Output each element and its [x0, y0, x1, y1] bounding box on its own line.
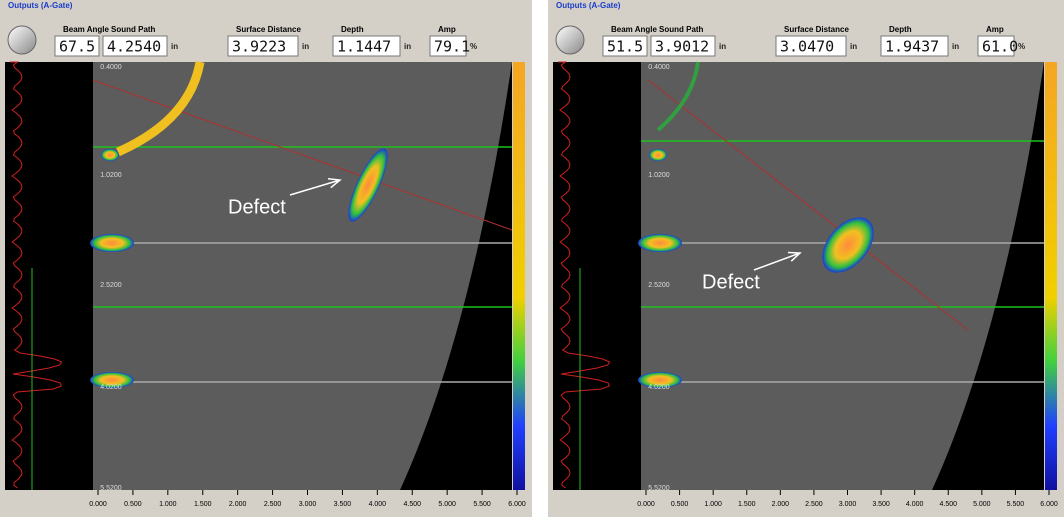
field-value: 61.0	[982, 38, 1018, 56]
x-tick-label: 4.500	[939, 501, 957, 508]
x-tick-label: 0.500	[124, 501, 142, 508]
y-tick-label: 2.5200	[648, 282, 670, 289]
x-tick-label: 0.000	[89, 501, 107, 508]
x-tick-label: 1.500	[194, 501, 212, 508]
x-tick-label: 3.000	[839, 501, 857, 508]
field-unit: in	[952, 42, 959, 51]
field-label: Surface Distance	[784, 25, 849, 34]
x-tick-label: 0.000	[637, 501, 655, 508]
field-value: 3.9223	[232, 38, 286, 56]
x-tick-label: 1.000	[159, 501, 177, 508]
y-tick-label: 2.5200	[100, 282, 122, 289]
panel-header: Outputs (A-Gate)	[556, 1, 621, 10]
color-bar	[1045, 62, 1057, 490]
field-value: 67.5	[59, 38, 95, 56]
panel-header: Outputs (A-Gate)	[8, 1, 73, 10]
ascan-strip	[553, 62, 641, 490]
field-unit: in	[302, 42, 309, 51]
ascan-strip	[5, 62, 93, 490]
field-value: 51.5	[607, 38, 643, 56]
field-label: Beam Angle	[63, 25, 109, 34]
field-value: 3.0470	[780, 38, 834, 56]
field-label: Depth	[341, 25, 364, 34]
field-label: Amp	[438, 25, 456, 34]
y-tick-label: 4.0200	[648, 384, 670, 391]
annotation: Defect	[228, 196, 286, 218]
x-tick-label: 5.500	[473, 501, 491, 508]
field-value: 79.1	[434, 38, 470, 56]
x-tick-label: 0.500	[671, 501, 689, 508]
field-unit: in	[719, 42, 726, 51]
x-tick-label: 4.500	[403, 501, 421, 508]
field-label: Surface Distance	[236, 25, 301, 34]
x-tick-label: 1.500	[738, 501, 756, 508]
annotation: Defect	[702, 271, 760, 293]
echo	[101, 149, 119, 161]
screenshot: Outputs (A-Gate)Beam Angle67.5°Sound Pat…	[0, 0, 1064, 517]
echo	[638, 234, 682, 252]
x-tick-label: 5.000	[973, 501, 991, 508]
x-tick-label: 2.500	[264, 501, 282, 508]
x-tick-label: 5.500	[1007, 501, 1025, 508]
echo	[90, 234, 134, 252]
button[interactable]	[556, 26, 584, 54]
x-tick-label: 2.000	[772, 501, 790, 508]
x-tick-label: 3.000	[299, 501, 317, 508]
field-unit: in	[850, 42, 857, 51]
field-value: 1.1447	[337, 38, 391, 56]
color-bar	[513, 62, 525, 490]
field-label: Sound Path	[111, 25, 156, 34]
x-tick-label: 2.000	[229, 501, 247, 508]
field-label: Beam Angle	[611, 25, 657, 34]
x-tick-label: 4.000	[906, 501, 924, 508]
x-tick-label: 5.000	[438, 501, 456, 508]
y-tick-label: 4.0200	[100, 384, 122, 391]
echo	[649, 149, 667, 161]
y-tick-label: 5.5200	[648, 485, 670, 492]
field-label: Amp	[986, 25, 1004, 34]
x-tick-label: 6.000	[1040, 501, 1058, 508]
y-tick-label: 5.5200	[100, 485, 122, 492]
field-value: 4.2540	[107, 38, 161, 56]
field-unit: in	[171, 42, 178, 51]
x-tick-label: 3.500	[872, 501, 890, 508]
field-unit: %	[470, 42, 477, 51]
field-label: Sound Path	[659, 25, 704, 34]
y-tick-label: 0.4000	[100, 64, 122, 71]
x-tick-label: 4.000	[369, 501, 387, 508]
field-value: 1.9437	[885, 38, 939, 56]
x-tick-label: 2.500	[805, 501, 823, 508]
field-value: 3.9012	[655, 38, 709, 56]
field-unit: in	[404, 42, 411, 51]
y-tick-label: 0.4000	[648, 64, 670, 71]
x-tick-label: 3.500	[334, 501, 352, 508]
y-tick-label: 1.0200	[100, 172, 122, 179]
button[interactable]	[8, 26, 36, 54]
field-unit: %	[1018, 42, 1025, 51]
field-label: Depth	[889, 25, 912, 34]
x-tick-label: 6.000	[508, 501, 526, 508]
y-tick-label: 1.0200	[648, 172, 670, 179]
x-tick-label: 1.000	[704, 501, 722, 508]
